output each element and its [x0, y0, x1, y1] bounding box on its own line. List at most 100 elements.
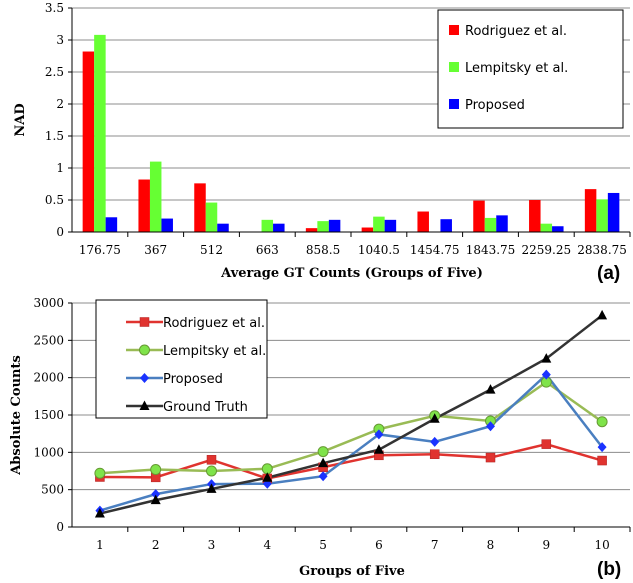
- legend-label: Proposed: [163, 372, 223, 387]
- point-rodriguez-et-al: [541, 439, 552, 449]
- y-tick-label: 1500: [33, 408, 64, 422]
- point-proposed: [486, 421, 495, 432]
- legend-swatch-rodriguez-et-al: [449, 25, 459, 35]
- x-tick-label: 2: [152, 538, 160, 552]
- y-tick-label: 1.5: [45, 129, 64, 143]
- bar-chart-panel: 0 0.5 1 1.5 2 2.5 3 3.5 176.75 367 512 663 858.5 104…: [13, 1, 631, 284]
- panel-label: (a): [597, 263, 620, 284]
- point-lempitsky-et-al: [94, 467, 106, 479]
- x-tick-label: 512: [200, 243, 223, 257]
- point-ground-truth: [429, 413, 440, 423]
- legend-marker-rodriguez-et-al: [139, 317, 150, 327]
- legend-label: Lempitsky et al.: [465, 61, 568, 76]
- bar-lempitsky-et-al: [94, 34, 106, 232]
- point-rodriguez-et-al: [485, 452, 496, 463]
- bar-rodriguez-et-al: [305, 228, 318, 232]
- y-tick-label: 3000: [33, 296, 64, 310]
- bar-lempitsky-et-al: [205, 202, 218, 232]
- point-proposed: [374, 429, 384, 440]
- point-ground-truth: [94, 508, 105, 518]
- point-ground-truth: [541, 353, 552, 363]
- bar-proposed: [384, 219, 397, 232]
- x-tick-label: 1454.75: [410, 243, 460, 257]
- point-lempitsky-et-al: [596, 416, 608, 428]
- series-line-ground-truth: [99, 314, 603, 515]
- legend: Rodriguez et al. Lempitsky et al. Proposed: [437, 9, 624, 129]
- point-proposed: [597, 442, 607, 453]
- y-tick-label: 0: [56, 520, 64, 534]
- legend-swatch-proposed: [449, 99, 459, 109]
- point-lempitsky-et-al: [150, 464, 162, 476]
- point-ground-truth: [206, 483, 217, 493]
- x-tick-label: 663: [256, 243, 279, 257]
- point-ground-truth: [150, 494, 161, 505]
- bar-proposed: [105, 217, 118, 232]
- y-tick-label: 0: [56, 225, 64, 239]
- y-tick-label: 1: [56, 161, 64, 175]
- bar-lempitsky-et-al: [540, 223, 553, 232]
- bar-lempitsky-et-al: [261, 219, 274, 232]
- y-tick-label: 0.5: [45, 193, 64, 207]
- bar-lempitsky-et-al: [484, 217, 497, 232]
- y-tick-label: 500: [41, 483, 64, 497]
- bar-proposed: [328, 219, 341, 232]
- bar-lempitsky-et-al: [596, 199, 608, 232]
- bar-lempitsky-et-al: [149, 161, 162, 232]
- bar-proposed: [273, 223, 285, 232]
- y-tick-label: 2.5: [45, 65, 64, 79]
- line-chart-panel: 0 500 1000 1500 2000 2500 3000 1 2 3 4 5 6 7 8 9 10 Abs…: [9, 296, 631, 580]
- x-tick-label: 176.75: [79, 243, 121, 257]
- point-ground-truth: [318, 457, 329, 468]
- point-ground-truth: [597, 309, 608, 320]
- bar-proposed: [552, 226, 564, 232]
- x-tick-label: 1: [96, 538, 104, 552]
- y-tick-label: 3: [56, 33, 64, 47]
- legend-label: Proposed: [465, 98, 525, 113]
- bar-rodriguez-et-al: [82, 51, 95, 232]
- legend-marker-proposed: [140, 373, 149, 383]
- bar-lempitsky-et-al: [317, 221, 329, 232]
- bar-rodriguez-et-al: [584, 189, 597, 232]
- bar-rodriguez-et-al: [473, 200, 485, 232]
- point-proposed: [430, 436, 440, 447]
- x-tick-label: 10: [594, 538, 609, 552]
- x-tick-label: 6: [375, 538, 383, 552]
- x-tick-label: 5: [319, 538, 327, 552]
- x-tick-label: 2259.25: [521, 243, 571, 257]
- bar-proposed: [496, 215, 508, 232]
- panel-label: (b): [597, 559, 621, 580]
- x-tick-label: 1040.5: [358, 243, 400, 257]
- point-proposed: [541, 369, 551, 380]
- bar-rodriguez-et-al: [361, 227, 374, 232]
- point-ground-truth: [373, 444, 384, 454]
- point-rodriguez-et-al: [597, 455, 607, 466]
- bar-proposed: [161, 218, 173, 232]
- x-tick-label: 2838.75: [577, 243, 627, 257]
- x-tick-label: 858.5: [306, 243, 340, 257]
- x-tick-label: 9: [542, 538, 550, 552]
- y-tick-label: 3.5: [45, 1, 64, 15]
- x-tick-label: 1843.75: [466, 243, 516, 257]
- bar-proposed: [607, 192, 620, 232]
- y-axis-title: Absolute Counts: [9, 355, 24, 476]
- bar-lempitsky-et-al: [373, 216, 385, 232]
- series-line-rodriguez-et-al: [99, 442, 603, 480]
- bar-rodriguez-et-al: [138, 179, 150, 232]
- y-axis-title: NAD: [13, 103, 28, 136]
- x-tick-label: 367: [144, 243, 167, 257]
- legend-label: Lempitsky et al.: [163, 344, 266, 359]
- point-lempitsky-et-al: [317, 446, 329, 458]
- y-tick-label: 2000: [33, 371, 64, 385]
- y-tick-label: 2500: [33, 333, 64, 347]
- point-rodriguez-et-al: [429, 449, 440, 459]
- legend-label: Rodriguez et al.: [465, 24, 567, 39]
- legend-label: Rodriguez et al.: [163, 316, 265, 331]
- legend-marker-ground-truth: [139, 400, 150, 410]
- point-rodriguez-et-al: [206, 455, 217, 465]
- bar-rodriguez-et-al: [417, 211, 429, 232]
- bar-proposed: [440, 219, 452, 232]
- y-tick-label: 1000: [33, 445, 64, 459]
- x-tick-label: 8: [487, 538, 495, 552]
- x-axis-title: Groups of Five: [299, 564, 405, 579]
